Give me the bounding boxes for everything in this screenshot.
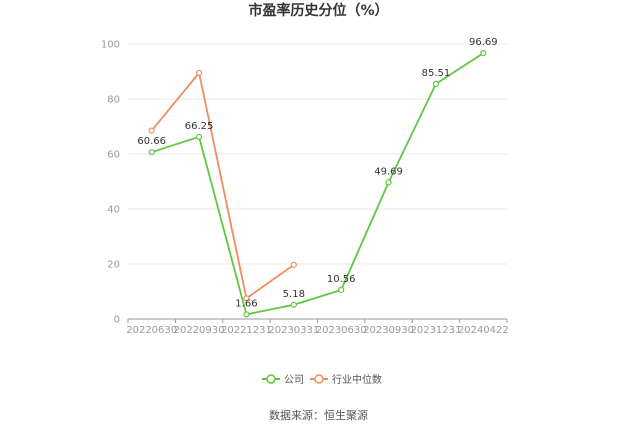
data-point-company-20231231[interactable] (432, 80, 440, 87)
gridlines (128, 43, 507, 265)
legend-item-company[interactable]: 公司 (262, 374, 304, 386)
y-tick-label-80: 80 (107, 95, 120, 106)
series-line-industry-median (150, 71, 295, 300)
y-tick-label-40: 40 (107, 205, 120, 216)
legend-swatch-industry-median-marker (314, 374, 324, 384)
x-tick-label-20220930: 20220930 (174, 325, 225, 336)
data-point-industry-median-20220630[interactable] (148, 127, 155, 134)
data-point-industry-median-20230331[interactable] (290, 261, 297, 268)
data-label-company-20240422: 96.69 (469, 37, 498, 48)
data-label-company-20230331: 5.18 (283, 289, 305, 300)
data-point-company-20240422[interactable] (480, 50, 487, 57)
data-label-company-20221231: 1.66 (235, 298, 257, 309)
chart-title: 市盈率历史分位（%） (248, 2, 388, 19)
legend: 公司 行业中位数 (262, 373, 382, 386)
data-source-note: 数据来源：恒生聚源 (269, 408, 368, 422)
data-label-company-20230630: 10.56 (327, 274, 356, 285)
data-label-company-20220630: 60.66 (137, 136, 166, 147)
data-label-company-20230930: 49.69 (374, 166, 403, 177)
data-point-industry-median-20221231[interactable] (243, 295, 250, 302)
x-tick-label-20221231: 20221231 (221, 325, 272, 336)
data-point-company-20230331[interactable] (290, 301, 297, 308)
data-label-company-20231231: 85.51 (422, 68, 451, 79)
data-point-company-20220930[interactable] (195, 133, 203, 140)
x-tick-label-20240422: 20240422 (458, 325, 509, 336)
x-tick-label-20230331: 20230331 (268, 325, 319, 336)
y-tick-label-20: 20 (107, 260, 120, 271)
data-point-company-20230630[interactable] (338, 286, 345, 294)
series-line-company (151, 52, 484, 316)
data-point-company-20230930[interactable] (385, 179, 392, 186)
series-lines (148, 50, 487, 318)
data-labels: 60.66 66.25 1.66 5.18 10.56 49.69 85.51 96.69 (137, 37, 497, 309)
x-tick-label-20230930: 20230930 (363, 325, 414, 336)
y-tick-label-60: 60 (107, 150, 120, 161)
legend-label-industry-median: 行业中位数 (332, 373, 382, 386)
x-tick-label-20231231: 20231231 (410, 325, 461, 336)
legend-swatch-company-marker (266, 374, 276, 384)
y-tick-label-0: 0 (114, 315, 120, 326)
legend-item-industry-median[interactable]: 行业中位数 (310, 373, 382, 386)
data-point-company-20221231[interactable] (243, 311, 250, 318)
data-point-company-20220630[interactable] (148, 149, 155, 156)
legend-label-company: 公司 (284, 375, 304, 386)
data-point-industry-median-20220930[interactable] (195, 69, 203, 76)
x-tick-label-20220630: 20220630 (126, 325, 177, 336)
data-label-company-20220930: 66.25 (185, 121, 214, 132)
axes: 0204060801002022063020220930202212312023… (101, 40, 509, 337)
x-tick-label-20230630: 20230630 (316, 325, 367, 336)
y-tick-label-100: 100 (101, 40, 120, 51)
